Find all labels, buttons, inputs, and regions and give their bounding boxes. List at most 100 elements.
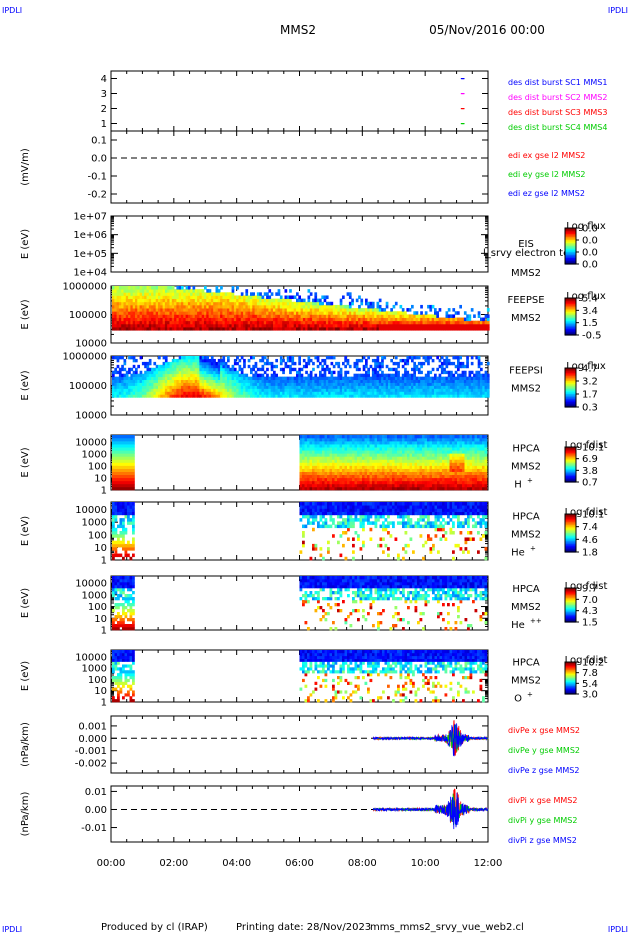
panel-feepse-colorbar-cell	[565, 324, 576, 327]
panel-feepsi-cell	[438, 373, 442, 378]
panel-feepse-cell	[135, 308, 138, 312]
panel-feepsi-cell	[275, 394, 278, 398]
panel-hpca-h-cell	[342, 441, 345, 445]
panel-feepsi-cell	[247, 358, 251, 363]
panel-feepse-cell	[116, 323, 120, 328]
panel-feepse-cell	[383, 317, 387, 322]
panel-feepsi-cell	[178, 373, 182, 378]
panel-feepsi-cell	[339, 385, 343, 389]
panel-feepse-cell	[146, 292, 150, 296]
panel-hpca-h-cell	[127, 453, 130, 457]
panel-feepse-cell	[355, 323, 359, 328]
panel-feepsi-cell	[130, 367, 134, 372]
panel-feepsi-cell	[222, 373, 226, 378]
panel-feepse-cell	[208, 317, 212, 322]
panel-feepse-cell	[181, 308, 184, 312]
panel-feepsi-cell	[365, 373, 368, 378]
panel-hpca-h-cell	[129, 450, 133, 454]
panel-hpca-h-cell	[382, 441, 385, 445]
panel-feepsi-cell	[261, 394, 265, 398]
panel-feepsi-cell	[454, 376, 458, 380]
panel-hpca-h-cell	[349, 438, 353, 442]
panel-feepse-cell	[243, 308, 246, 312]
panel-hpca-h-cell	[132, 474, 135, 479]
panel-feepse-cell	[231, 295, 235, 300]
panel-hpca-h-cell	[127, 459, 130, 463]
panel-feepsi-cell	[174, 364, 177, 369]
panel-feepse-cell	[378, 314, 382, 318]
panel-feepse-cell	[482, 327, 485, 331]
panel-feepsi-cell	[358, 388, 361, 392]
panel-feepsi-cell	[443, 358, 446, 363]
panel-hpca-h-cell	[389, 447, 393, 451]
panel-feepsi-cell	[300, 376, 304, 380]
panel-feepsi-cell	[286, 376, 290, 380]
panel-feepse-cell	[155, 327, 159, 331]
panel-feepsi-cell	[404, 367, 407, 372]
panel-feepse-cell	[116, 289, 120, 293]
panel-hpca-h-cell	[324, 477, 328, 482]
panel-feepse-cell	[197, 295, 200, 300]
panel-feepse-cell	[270, 320, 274, 325]
panel-hpca-h-cell	[309, 480, 313, 485]
panel-feepsi-cell	[307, 379, 311, 383]
panel-feepsi-cell	[406, 379, 410, 383]
panel-feepsi-cell	[151, 367, 154, 372]
panel-feepse-cell	[135, 292, 138, 296]
panel-feepse-cell	[236, 295, 239, 300]
panel-feepsi-cell	[399, 376, 403, 380]
panel-feepsi-cell	[176, 376, 180, 380]
panel-feepse-cell	[411, 317, 414, 322]
panel-feepse-cell	[300, 301, 304, 306]
panel-feepsi-cell	[459, 364, 462, 369]
panel-hpca-h-cell	[394, 480, 398, 485]
panel-feepse-cell	[197, 308, 200, 312]
panel-feepsi-cell	[227, 391, 230, 395]
panel-feepse-cell	[141, 327, 145, 331]
panel-feepse-cell	[266, 295, 269, 300]
panel-feepsi-cell	[413, 370, 416, 375]
panel-feepsi-cell	[123, 373, 127, 378]
panel-feepsi-cell	[135, 367, 138, 372]
panel-feepsi-cell	[118, 370, 122, 375]
panel-feepsi-cell	[139, 394, 143, 398]
panel-feepsi-colorbar-frame	[564, 367, 577, 408]
panel-feepsi-cell	[325, 364, 329, 369]
panel-feepse-cell	[233, 314, 237, 318]
panel-feepsi-cell	[183, 379, 186, 383]
panel-feepse-cell	[436, 323, 439, 328]
panel-feepsi-cell	[328, 379, 331, 383]
panel-feepsi-cell	[394, 394, 398, 398]
panel-feepsi-cell	[443, 388, 446, 392]
panel-feepse-colorbar-cell	[565, 301, 576, 304]
panel-feepsi-colorbar-cell	[565, 371, 576, 374]
panel-hpca-h-cell	[302, 480, 305, 485]
panel-hpca-h-cell	[399, 483, 403, 488]
panel-hpca-h-cell	[379, 435, 383, 439]
panel-hpca-h-cell	[377, 459, 380, 463]
panel-feepsi-cell	[291, 367, 295, 372]
panel-feepse-cell	[210, 317, 214, 322]
panel-feepse-cell	[148, 292, 152, 296]
panel-feepse-cell	[194, 292, 198, 296]
panel-feepsi-cell	[174, 385, 177, 389]
panel-feepse-cell	[194, 289, 198, 293]
panel-feepsi-ytick-label: 100000	[69, 381, 107, 392]
panel-feepsi-cell	[146, 361, 150, 366]
panel-hpca-h-cell	[119, 480, 123, 485]
panel-feepse-cell	[291, 295, 295, 300]
panel-hpca-h-cell	[397, 459, 400, 463]
panel-feepsi-cell	[291, 382, 295, 386]
panel-feepse-cell	[148, 308, 152, 312]
panel-feepsi-cell	[468, 385, 472, 389]
panel-feepsi-cell	[411, 391, 414, 395]
panel-feepse-cell	[123, 295, 127, 300]
panel-feepse-cell	[192, 317, 196, 322]
panel-feepsi-cell	[201, 376, 205, 380]
panel-feepsi-cell	[443, 391, 446, 395]
panel-hpca-h-cell	[322, 453, 325, 457]
panel-feepse-cell	[247, 311, 251, 315]
panel-feepse-cell	[169, 311, 173, 315]
panel-hpca-h-cell	[332, 450, 335, 454]
panel-feepsi-cell	[319, 379, 322, 383]
